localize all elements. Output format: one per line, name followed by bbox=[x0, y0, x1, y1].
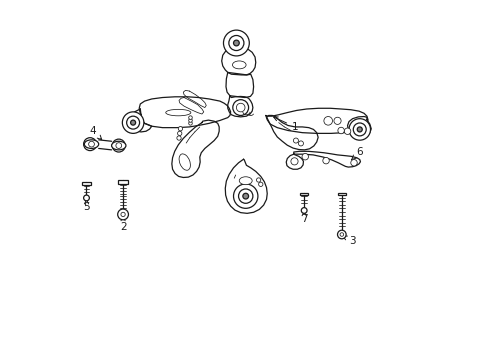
Circle shape bbox=[223, 30, 249, 56]
Circle shape bbox=[236, 103, 245, 112]
Circle shape bbox=[118, 209, 128, 220]
Circle shape bbox=[243, 193, 248, 199]
Circle shape bbox=[189, 119, 192, 122]
Circle shape bbox=[298, 141, 303, 146]
Ellipse shape bbox=[166, 109, 191, 116]
Circle shape bbox=[338, 230, 346, 239]
Circle shape bbox=[234, 40, 239, 46]
Ellipse shape bbox=[232, 61, 246, 69]
Circle shape bbox=[344, 128, 351, 134]
Circle shape bbox=[89, 141, 95, 147]
Polygon shape bbox=[221, 49, 256, 75]
Circle shape bbox=[126, 116, 140, 129]
Polygon shape bbox=[129, 109, 152, 132]
Circle shape bbox=[338, 127, 344, 134]
Polygon shape bbox=[228, 96, 253, 117]
Text: 5: 5 bbox=[83, 199, 90, 212]
Ellipse shape bbox=[84, 140, 98, 148]
Ellipse shape bbox=[239, 177, 252, 185]
Circle shape bbox=[301, 208, 307, 213]
Circle shape bbox=[177, 136, 181, 140]
Circle shape bbox=[323, 157, 329, 164]
Circle shape bbox=[324, 117, 333, 125]
Circle shape bbox=[234, 184, 258, 208]
Circle shape bbox=[189, 116, 192, 120]
Circle shape bbox=[294, 138, 298, 143]
Circle shape bbox=[177, 131, 182, 135]
Circle shape bbox=[291, 158, 298, 165]
Text: 6: 6 bbox=[351, 147, 363, 160]
Circle shape bbox=[357, 127, 362, 132]
Circle shape bbox=[302, 153, 309, 160]
Circle shape bbox=[349, 119, 370, 140]
Circle shape bbox=[84, 138, 97, 150]
Polygon shape bbox=[179, 98, 204, 114]
Circle shape bbox=[84, 195, 89, 201]
Circle shape bbox=[116, 143, 122, 148]
Circle shape bbox=[233, 100, 248, 116]
Bar bbox=[119, 180, 128, 184]
Bar bbox=[82, 182, 91, 185]
Circle shape bbox=[122, 112, 144, 134]
Text: 7: 7 bbox=[301, 211, 308, 224]
Polygon shape bbox=[226, 72, 254, 98]
Polygon shape bbox=[286, 154, 303, 169]
Circle shape bbox=[353, 123, 366, 136]
Text: 3: 3 bbox=[343, 236, 356, 246]
Polygon shape bbox=[267, 116, 318, 150]
Polygon shape bbox=[183, 90, 206, 108]
Circle shape bbox=[88, 141, 93, 147]
Ellipse shape bbox=[179, 154, 191, 170]
Circle shape bbox=[112, 139, 125, 152]
Polygon shape bbox=[294, 151, 361, 167]
Polygon shape bbox=[139, 97, 231, 128]
Circle shape bbox=[189, 122, 192, 125]
Circle shape bbox=[334, 117, 341, 125]
Text: 1: 1 bbox=[273, 117, 298, 132]
Circle shape bbox=[239, 189, 253, 203]
Polygon shape bbox=[347, 117, 371, 137]
Circle shape bbox=[131, 120, 136, 125]
Circle shape bbox=[229, 36, 244, 50]
Circle shape bbox=[351, 159, 357, 166]
Bar bbox=[338, 193, 346, 195]
Text: 2: 2 bbox=[120, 216, 126, 231]
Bar bbox=[300, 193, 309, 195]
Ellipse shape bbox=[112, 141, 126, 150]
Circle shape bbox=[178, 127, 183, 131]
Circle shape bbox=[256, 178, 261, 182]
Circle shape bbox=[259, 182, 263, 186]
Circle shape bbox=[121, 212, 125, 217]
Text: 4: 4 bbox=[89, 126, 102, 140]
Circle shape bbox=[340, 233, 343, 236]
Polygon shape bbox=[266, 108, 368, 134]
Circle shape bbox=[116, 143, 122, 148]
Polygon shape bbox=[172, 120, 219, 177]
Polygon shape bbox=[225, 159, 267, 213]
